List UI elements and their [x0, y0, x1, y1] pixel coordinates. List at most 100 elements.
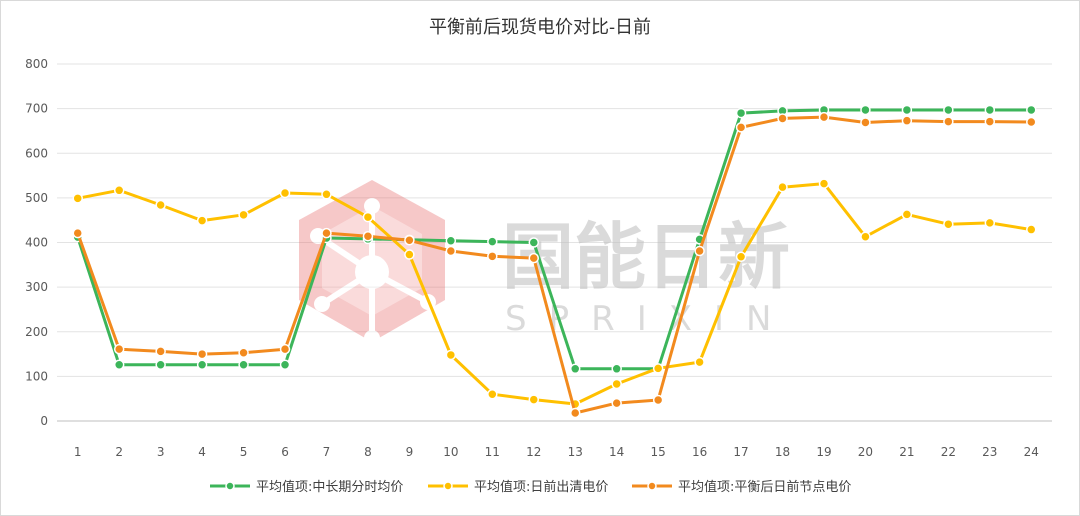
watermark-node: [355, 255, 389, 289]
x-tick-label: 8: [364, 445, 372, 459]
data-point: [943, 116, 954, 127]
y-tick-label: 600: [25, 146, 48, 160]
data-point: [860, 104, 871, 116]
y-axis-ticks: 0 100 200 300 400 500 600 700 800: [25, 57, 48, 428]
chart-title: 平衡前后现货电价对比-日前: [429, 17, 651, 38]
data-point: [238, 359, 249, 371]
data-point: [860, 231, 871, 242]
data-point: [113, 343, 125, 355]
y-tick-label: 800: [25, 57, 48, 71]
watermark-node: [364, 330, 380, 346]
data-point: [901, 115, 913, 126]
legend-item: 平均值项:平衡后日前节点电价: [632, 479, 851, 495]
data-point: [321, 227, 332, 239]
data-point: [113, 185, 125, 196]
data-point: [611, 378, 622, 390]
watermark-link: [370, 269, 430, 305]
y-tick-label: 700: [25, 102, 48, 116]
y-tick-label: 0: [40, 414, 48, 428]
data-point: [155, 359, 166, 371]
series-line: [76, 108, 1033, 371]
x-tick-label: 10: [443, 445, 458, 459]
x-tick-label: 13: [568, 445, 583, 459]
x-tick-label: 18: [775, 445, 790, 459]
gridlines: [57, 63, 1052, 422]
y-tick-label: 200: [25, 325, 48, 339]
data-point: [72, 227, 83, 239]
data-point: [279, 359, 291, 371]
data-point: [362, 231, 374, 242]
data-point: [404, 249, 415, 260]
data-point: [113, 359, 125, 371]
data-point: [487, 236, 498, 247]
watermark-text-cn: 国能日新: [502, 215, 790, 299]
x-tick-label: 17: [733, 445, 748, 459]
data-point: [652, 363, 664, 374]
series-lines: [72, 104, 1037, 419]
data-point: [196, 215, 208, 226]
y-tick-label: 400: [25, 236, 48, 250]
data-point: [1026, 116, 1037, 128]
x-tick-label: 16: [692, 445, 707, 459]
data-point: [445, 245, 457, 257]
x-tick-label: 6: [281, 445, 289, 459]
data-point: [569, 407, 581, 419]
data-point: [735, 107, 747, 119]
legend-label: 平均值项:平衡后日前节点电价: [678, 479, 851, 495]
data-point: [528, 252, 540, 264]
data-point: [694, 356, 705, 368]
legend-swatch-marker: [225, 481, 235, 491]
x-tick-label: 9: [406, 445, 414, 459]
x-tick-label: 14: [609, 445, 624, 459]
watermark-node: [364, 198, 380, 214]
data-point: [279, 343, 291, 355]
data-point: [528, 394, 540, 405]
legend: 平均值项:中长期分时均价 平均值项:日前出清电价 平均值项:平衡后日前节点电价: [210, 479, 851, 495]
legend-swatch-marker: [647, 481, 657, 491]
data-point: [362, 211, 374, 223]
legend-label: 平均值项:中长期分时均价: [256, 479, 403, 495]
x-tick-label: 7: [323, 445, 331, 459]
data-point: [818, 111, 830, 123]
x-tick-label: 22: [941, 445, 956, 459]
data-point: [694, 245, 705, 257]
y-tick-label: 300: [25, 280, 48, 294]
data-point: [238, 347, 249, 358]
data-point: [569, 363, 581, 375]
data-point: [404, 235, 415, 246]
x-tick-label: 20: [858, 445, 873, 459]
data-point: [196, 359, 208, 371]
data-point: [72, 193, 83, 204]
x-tick-label: 12: [526, 445, 541, 459]
data-point: [196, 348, 208, 360]
watermark-logo: [299, 180, 445, 346]
watermark-text-en: SPRIXIN: [505, 299, 794, 339]
x-tick-label: 23: [982, 445, 997, 459]
data-point: [321, 189, 332, 200]
data-point: [901, 209, 913, 220]
data-point: [487, 388, 498, 400]
x-tick-label: 4: [198, 445, 206, 459]
y-tick-label: 100: [25, 369, 48, 383]
x-tick-label: 21: [899, 445, 914, 459]
data-point: [943, 218, 954, 230]
x-tick-label: 15: [651, 445, 666, 459]
data-point: [818, 178, 830, 189]
data-point: [860, 117, 871, 128]
data-point: [735, 251, 747, 263]
legend-swatch-marker: [443, 481, 453, 491]
data-point: [984, 217, 996, 229]
data-point: [611, 363, 622, 375]
data-point: [1026, 224, 1037, 235]
series-line: [76, 115, 1033, 415]
watermark-link: [320, 269, 374, 307]
x-tick-label: 1: [74, 445, 82, 459]
x-tick-label: 24: [1024, 445, 1039, 459]
x-tick-label: 11: [485, 445, 500, 459]
data-point: [155, 346, 166, 357]
legend-label: 平均值项:日前出清电价: [474, 479, 608, 495]
data-point: [943, 104, 954, 116]
y-tick-label: 500: [25, 191, 48, 205]
data-point: [777, 113, 788, 124]
